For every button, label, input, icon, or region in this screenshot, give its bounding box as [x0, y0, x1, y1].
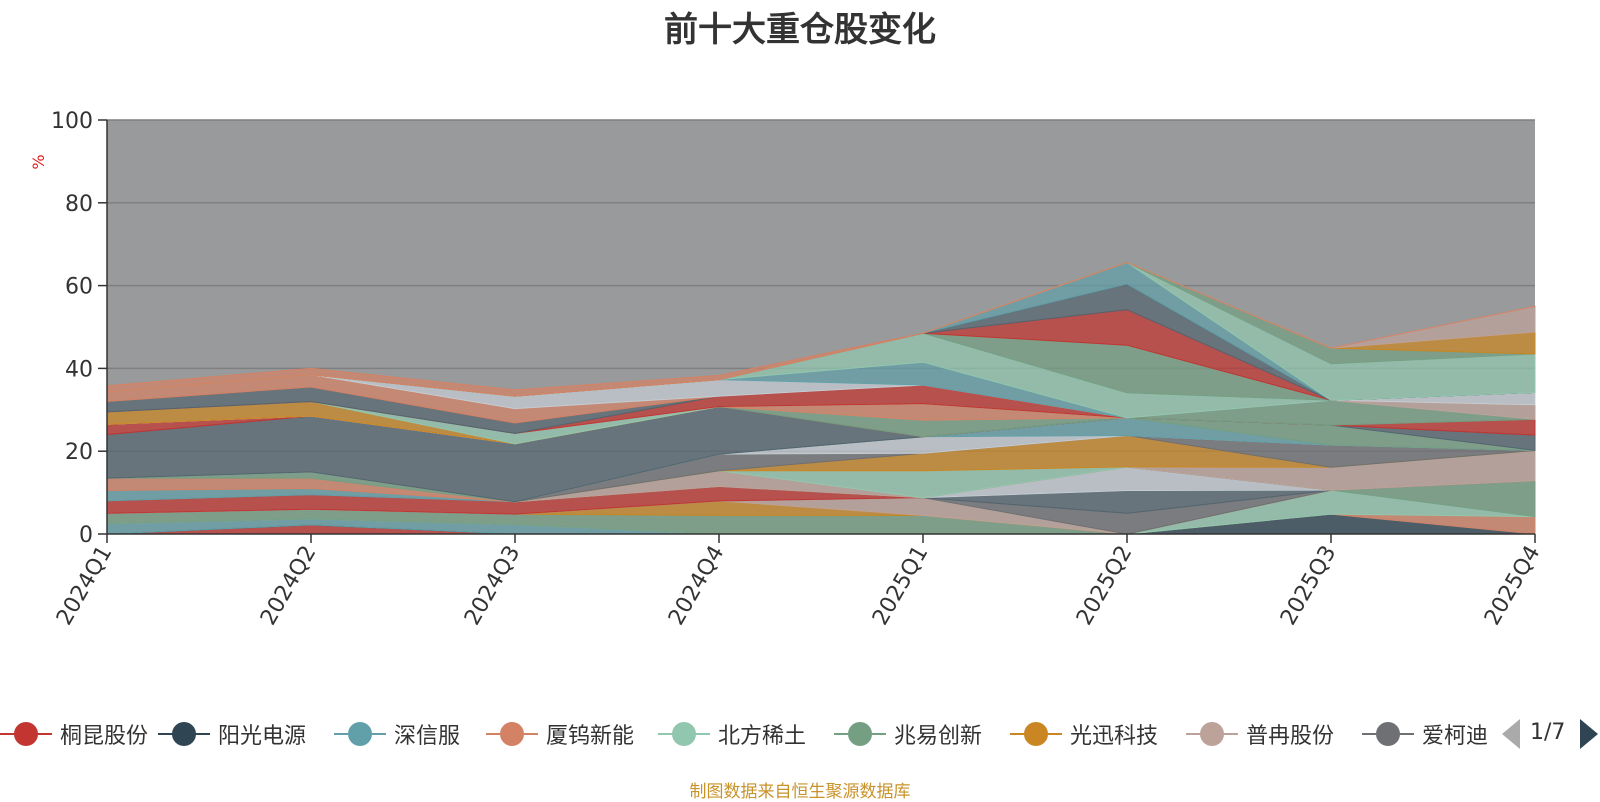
legend-marker-icon	[0, 720, 52, 748]
x-tick-label-2025Q4: 2025Q4	[1480, 542, 1545, 630]
x-tick-label-2025Q3: 2025Q3	[1276, 542, 1341, 630]
x-tick-label-2025Q2: 2025Q2	[1072, 542, 1137, 630]
legend-item-4[interactable]: 厦钨新能	[486, 716, 634, 752]
legend-item-label: 爱柯迪	[1422, 724, 1489, 749]
legend-marker-icon	[486, 720, 538, 748]
y-tick-label-100: 100	[51, 109, 93, 134]
legend-item-label: 深信服	[394, 724, 461, 749]
x-tick-label-2025Q1: 2025Q1	[868, 542, 933, 630]
legend-marker-icon	[1186, 720, 1238, 748]
legend-marker-icon	[658, 720, 710, 748]
legend-page-indicator: 1/7	[1530, 720, 1566, 745]
legend-item-5[interactable]: 北方稀土	[658, 716, 806, 752]
stacked-area-chart: 0 20 40 60 80 100 2024Q1 2024Q2 2024Q3 2024Q4 2025…	[29, 109, 1545, 630]
legend-item-8[interactable]: 普冉股份	[1186, 716, 1334, 752]
legend-item-3[interactable]: 深信服	[334, 716, 460, 752]
y-axis-label: %	[29, 154, 48, 169]
legend-pager: 1/7	[1498, 716, 1600, 752]
legend-item-2[interactable]: 阳光电源	[158, 716, 306, 752]
legend-item-label: 普冉股份	[1246, 724, 1335, 749]
series-area-45	[106, 261, 1536, 397]
legend-item-label: 厦钨新能	[546, 724, 635, 749]
legend-item-label: 光迅科技	[1070, 724, 1159, 749]
legend-item-9[interactable]: 爱柯迪	[1362, 716, 1488, 752]
legend-item-1[interactable]: 桐昆股份	[0, 716, 148, 752]
x-tick-label-2024Q3: 2024Q3	[460, 542, 525, 630]
legend-item-label: 桐昆股份	[60, 724, 149, 749]
legend-marker-icon	[334, 720, 386, 748]
legend-marker-icon	[1362, 720, 1414, 748]
legend-item-label: 北方稀土	[718, 724, 807, 749]
legend: 桐昆股份 阳光电源 深信服 厦钨新能 北方稀土 兆易创新 光迅科技 普冉股份 爱柯迪	[0, 716, 1492, 752]
legend-prev-page-icon[interactable]	[1502, 719, 1520, 749]
legend-marker-icon	[834, 720, 886, 748]
legend-next-page-icon[interactable]	[1580, 719, 1598, 749]
y-tick-label-80: 80	[65, 192, 93, 217]
data-source-note: 制图数据来自恒生聚源数据库	[689, 782, 911, 802]
legend-item-label: 阳光电源	[218, 724, 307, 749]
x-tick-label-2024Q2: 2024Q2	[256, 542, 321, 630]
y-tick-label-0: 0	[79, 523, 93, 548]
x-tick-label-2024Q4: 2024Q4	[664, 542, 729, 630]
chart-title: 前十大重仓股变化	[664, 10, 936, 50]
legend-marker-icon	[1010, 720, 1062, 748]
y-tick-label-60: 60	[65, 275, 93, 300]
y-tick-label-20: 20	[65, 440, 93, 465]
y-tick-label-40: 40	[65, 357, 93, 382]
legend-item-label: 兆易创新	[894, 724, 983, 749]
series-areas	[106, 261, 1536, 535]
legend-item-7[interactable]: 光迅科技	[1010, 716, 1158, 752]
legend-marker-icon	[158, 720, 210, 748]
x-tick-label-2024Q1: 2024Q1	[52, 542, 117, 630]
legend-item-6[interactable]: 兆易创新	[834, 716, 982, 752]
